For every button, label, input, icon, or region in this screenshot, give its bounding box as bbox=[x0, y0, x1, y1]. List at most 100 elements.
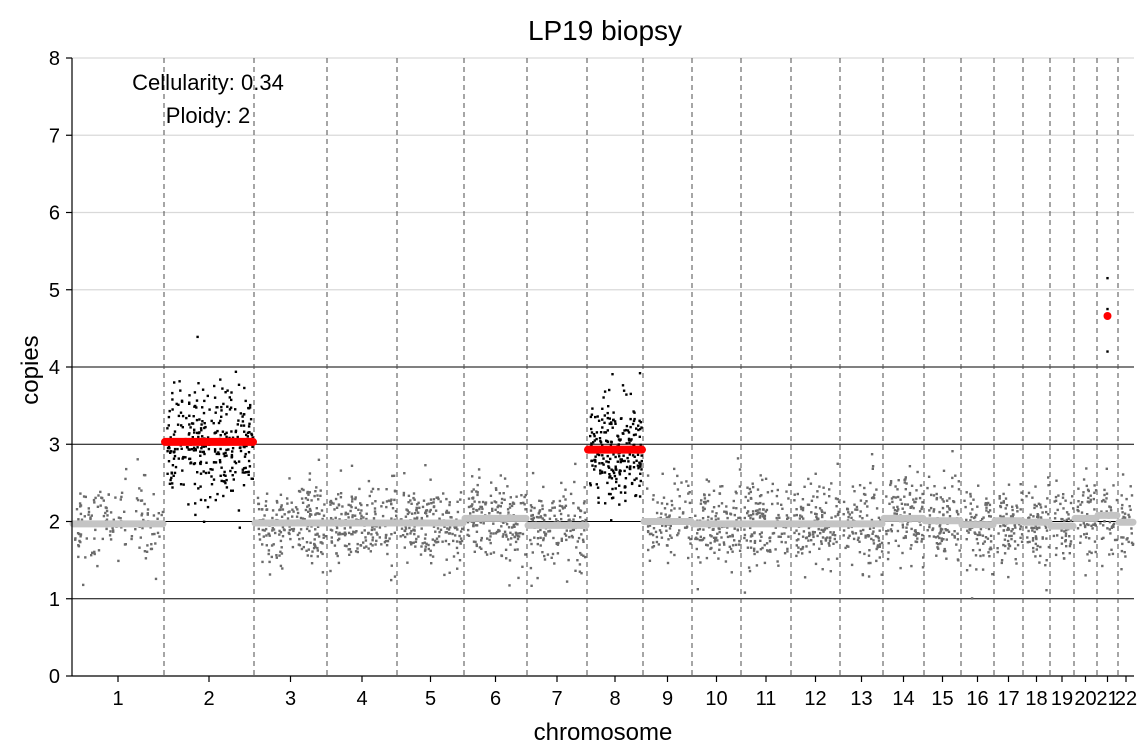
data-point-chr2 bbox=[171, 398, 174, 401]
data-point-chr1 bbox=[83, 515, 86, 518]
data-point-chr17 bbox=[1003, 538, 1007, 541]
data-point-chr8 bbox=[613, 474, 617, 478]
data-point-chr14 bbox=[885, 532, 888, 536]
data-point-chr13 bbox=[850, 516, 853, 520]
data-point-chr18 bbox=[1028, 540, 1031, 544]
data-point-chr15 bbox=[945, 529, 948, 532]
data-point-chr1 bbox=[154, 577, 158, 581]
data-point-chr19 bbox=[1069, 542, 1072, 546]
data-point-chr4 bbox=[370, 533, 373, 536]
data-point-chr11 bbox=[781, 507, 784, 510]
data-point-chr19 bbox=[1064, 499, 1067, 502]
data-point-chr4 bbox=[377, 488, 380, 491]
data-point-chr8 bbox=[626, 429, 630, 432]
data-point-chr6 bbox=[506, 485, 509, 488]
data-point-chr9 bbox=[666, 502, 669, 506]
data-point-chr7 bbox=[583, 500, 586, 503]
data-point-chr12 bbox=[818, 485, 821, 488]
data-point-chr17 bbox=[1019, 483, 1022, 486]
data-point-chr4 bbox=[390, 517, 393, 520]
data-point-chr7 bbox=[553, 506, 556, 509]
data-point-chr6 bbox=[503, 498, 506, 501]
data-point-chr2 bbox=[224, 451, 227, 455]
data-point-chr4 bbox=[335, 531, 338, 534]
data-point-chr11 bbox=[777, 564, 780, 567]
data-point-chr22 bbox=[1123, 516, 1127, 519]
data-point-chr8 bbox=[607, 492, 611, 496]
data-point-chr22 bbox=[1125, 497, 1128, 501]
data-point-chr18 bbox=[1044, 526, 1048, 529]
data-point-chr2 bbox=[180, 399, 184, 402]
data-point-chr1 bbox=[139, 499, 143, 502]
data-point-chr14 bbox=[904, 536, 907, 539]
data-point-chr14 bbox=[920, 507, 923, 511]
data-point-chr21 bbox=[1112, 484, 1115, 487]
data-point-chr10 bbox=[737, 543, 741, 546]
data-point-chr7 bbox=[541, 551, 544, 554]
data-point-chr1 bbox=[80, 518, 84, 521]
data-point-chr2 bbox=[167, 460, 171, 463]
data-point-chr6 bbox=[521, 565, 524, 568]
data-point-chr2 bbox=[193, 428, 196, 431]
data-point-chr1 bbox=[105, 527, 108, 531]
data-point-chr3 bbox=[261, 528, 264, 532]
data-point-chr7 bbox=[557, 541, 560, 545]
data-point-chr11 bbox=[776, 502, 779, 505]
data-point-chr18 bbox=[1027, 516, 1030, 520]
data-point-chr1 bbox=[143, 550, 147, 553]
data-point-chr3 bbox=[289, 537, 292, 541]
data-point-chr8 bbox=[606, 481, 609, 485]
data-point-chr16 bbox=[963, 499, 966, 502]
data-point-chr12 bbox=[818, 507, 822, 510]
data-point-chr13 bbox=[854, 532, 858, 535]
data-point-chr5 bbox=[443, 573, 446, 577]
data-point-chr10 bbox=[735, 507, 738, 510]
data-point-chr1 bbox=[77, 555, 80, 559]
data-point-chr2 bbox=[177, 403, 180, 406]
data-point-chr5 bbox=[410, 543, 413, 546]
data-point-chr5 bbox=[417, 535, 420, 538]
data-point-chr10 bbox=[731, 535, 734, 538]
data-point-chr4 bbox=[335, 526, 339, 530]
data-point-chr2 bbox=[195, 418, 199, 422]
data-point-chr10 bbox=[723, 510, 726, 513]
data-point-chr3 bbox=[297, 489, 301, 493]
data-point-chr12 bbox=[831, 533, 834, 536]
data-point-chr2 bbox=[201, 388, 205, 391]
data-point-chr15 bbox=[928, 525, 931, 529]
x-tick-label-4: 4 bbox=[356, 688, 367, 710]
data-point-chr3 bbox=[315, 486, 318, 489]
data-point-chr2 bbox=[231, 450, 234, 453]
data-point-chr17 bbox=[998, 495, 1001, 498]
data-point-chr14 bbox=[908, 465, 912, 468]
data-point-chr5 bbox=[448, 571, 451, 574]
data-point-chr1 bbox=[158, 535, 161, 538]
data-point-chr8 bbox=[639, 421, 642, 424]
data-point-chr3 bbox=[281, 525, 285, 529]
data-point-chr11 bbox=[779, 535, 782, 538]
data-point-chr5 bbox=[424, 545, 427, 548]
data-point-chr12 bbox=[795, 508, 798, 511]
data-point-chr6 bbox=[495, 488, 498, 491]
data-point-chr19 bbox=[1064, 539, 1067, 542]
data-point-chr1 bbox=[105, 509, 109, 513]
data-point-chr11 bbox=[760, 531, 763, 534]
data-point-chr9 bbox=[669, 534, 672, 537]
data-point-chr13 bbox=[846, 508, 850, 511]
data-point-chr2 bbox=[204, 425, 207, 429]
data-point-chr6 bbox=[480, 539, 483, 542]
data-point-chr10 bbox=[738, 485, 742, 488]
data-point-chr16 bbox=[979, 554, 982, 558]
data-point-chr8 bbox=[594, 459, 597, 462]
data-point-chr22 bbox=[1121, 542, 1124, 546]
data-point-chr8 bbox=[603, 414, 606, 417]
data-point-chr3 bbox=[292, 529, 295, 533]
data-point-chr4 bbox=[371, 539, 374, 542]
data-point-chr17 bbox=[1016, 510, 1019, 513]
data-point-chr7 bbox=[544, 514, 547, 517]
data-point-chr1 bbox=[139, 536, 142, 539]
data-point-chr13 bbox=[866, 505, 869, 508]
data-point-chr10 bbox=[726, 535, 730, 539]
data-point-chr4 bbox=[371, 526, 374, 529]
data-point-chr19 bbox=[1053, 500, 1056, 503]
